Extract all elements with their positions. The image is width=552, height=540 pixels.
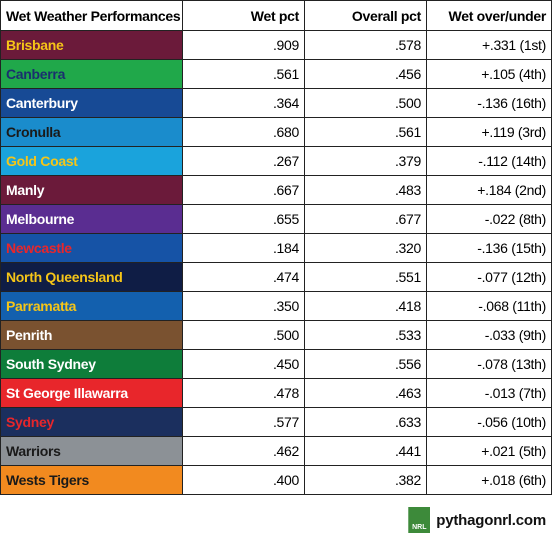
team-cell: Sydney bbox=[0, 407, 183, 437]
wet-pct-cell: .474 bbox=[182, 262, 305, 292]
wet-pct-cell: .577 bbox=[182, 407, 305, 437]
table-row: Canberra .561.456 +.105 (4th) bbox=[0, 59, 552, 89]
header-team: Wet Weather Performances bbox=[0, 0, 183, 31]
wet-pct-cell: .462 bbox=[182, 436, 305, 466]
site-name: pythagonrl.com bbox=[436, 511, 546, 529]
wet-weather-table: Wet Weather Performances Wet pct Overall… bbox=[0, 0, 552, 495]
wet-pct-cell: .561 bbox=[182, 59, 305, 89]
overall-pct-cell: .320 bbox=[304, 233, 427, 263]
overall-pct-cell: .382 bbox=[304, 465, 427, 495]
over-under-cell: -.112 (14th) bbox=[426, 146, 552, 176]
table-row: Parramatta .350.418 -.068 (11th) bbox=[0, 291, 552, 321]
overall-pct-cell: .456 bbox=[304, 59, 427, 89]
team-cell: Brisbane bbox=[0, 30, 183, 60]
over-under-cell: +.184 (2nd) bbox=[426, 175, 552, 205]
overall-pct-cell: .551 bbox=[304, 262, 427, 292]
over-under-cell: +.021 (5th) bbox=[426, 436, 552, 466]
team-cell: Melbourne bbox=[0, 204, 183, 234]
over-under-cell: -.022 (8th) bbox=[426, 204, 552, 234]
overall-pct-cell: .578 bbox=[304, 30, 427, 60]
wet-pct-cell: .500 bbox=[182, 320, 305, 350]
team-cell: Penrith bbox=[0, 320, 183, 350]
over-under-cell: -.013 (7th) bbox=[426, 378, 552, 408]
overall-pct-cell: .463 bbox=[304, 378, 427, 408]
wet-pct-cell: .478 bbox=[182, 378, 305, 408]
overall-pct-cell: .556 bbox=[304, 349, 427, 379]
table-row: Manly .667.483 +.184 (2nd) bbox=[0, 175, 552, 205]
table-row: Penrith .500.533 -.033 (9th) bbox=[0, 320, 552, 350]
table-row: South Sydney .450.556 -.078 (13th) bbox=[0, 349, 552, 379]
over-under-cell: +.119 (3rd) bbox=[426, 117, 552, 147]
wet-pct-cell: .909 bbox=[182, 30, 305, 60]
team-cell: Newcastle bbox=[0, 233, 183, 263]
overall-pct-cell: .561 bbox=[304, 117, 427, 147]
wet-pct-cell: .267 bbox=[182, 146, 305, 176]
over-under-cell: -.056 (10th) bbox=[426, 407, 552, 437]
overall-pct-cell: .533 bbox=[304, 320, 427, 350]
table-row: Cronulla .680.561 +.119 (3rd) bbox=[0, 117, 552, 147]
over-under-cell: -.136 (16th) bbox=[426, 88, 552, 118]
table-row: Warriors .462.441 +.021 (5th) bbox=[0, 436, 552, 466]
team-cell: St George Illawarra bbox=[0, 378, 183, 408]
table-row: Brisbane .909.578 +.331 (1st) bbox=[0, 30, 552, 60]
over-under-cell: -.136 (15th) bbox=[426, 233, 552, 263]
over-under-cell: -.033 (9th) bbox=[426, 320, 552, 350]
table-row: St George Illawarra .478.463 -.013 (7th) bbox=[0, 378, 552, 408]
wet-pct-cell: .680 bbox=[182, 117, 305, 147]
over-under-cell: +.331 (1st) bbox=[426, 30, 552, 60]
wet-pct-cell: .400 bbox=[182, 465, 305, 495]
over-under-cell: -.068 (11th) bbox=[426, 291, 552, 321]
overall-pct-cell: .677 bbox=[304, 204, 427, 234]
header-over-under: Wet over/under bbox=[426, 0, 552, 31]
over-under-cell: -.077 (12th) bbox=[426, 262, 552, 292]
wet-pct-cell: .450 bbox=[182, 349, 305, 379]
wet-pct-cell: .364 bbox=[182, 88, 305, 118]
over-under-cell: -.078 (13th) bbox=[426, 349, 552, 379]
table-row: Sydney .577.633 -.056 (10th) bbox=[0, 407, 552, 437]
pythagonrl-logo-icon: NRL bbox=[408, 507, 431, 533]
table-row: Gold Coast .267.379 -.112 (14th) bbox=[0, 146, 552, 176]
table-row: Melbourne .655.677 -.022 (8th) bbox=[0, 204, 552, 234]
team-cell: Manly bbox=[0, 175, 183, 205]
table-row: Newcastle .184.320 -.136 (15th) bbox=[0, 233, 552, 263]
team-cell: North Queensland bbox=[0, 262, 183, 292]
overall-pct-cell: .633 bbox=[304, 407, 427, 437]
header-overall-pct: Overall pct bbox=[304, 0, 427, 31]
team-cell: Cronulla bbox=[0, 117, 183, 147]
team-cell: Warriors bbox=[0, 436, 183, 466]
team-cell: South Sydney bbox=[0, 349, 183, 379]
wet-pct-cell: .667 bbox=[182, 175, 305, 205]
team-cell: Wests Tigers bbox=[0, 465, 183, 495]
team-cell: Canberra bbox=[0, 59, 183, 89]
table-row: Wests Tigers .400.382 +.018 (6th) bbox=[0, 465, 552, 495]
team-cell: Gold Coast bbox=[0, 146, 183, 176]
overall-pct-cell: .379 bbox=[304, 146, 427, 176]
overall-pct-cell: .483 bbox=[304, 175, 427, 205]
team-cell: Canterbury bbox=[0, 88, 183, 118]
over-under-cell: +.105 (4th) bbox=[426, 59, 552, 89]
overall-pct-cell: .500 bbox=[304, 88, 427, 118]
overall-pct-cell: .418 bbox=[304, 291, 427, 321]
footer-branding: NRL pythagonrl.com bbox=[408, 506, 546, 534]
overall-pct-cell: .441 bbox=[304, 436, 427, 466]
header-row: Wet Weather Performances Wet pct Overall… bbox=[0, 0, 552, 31]
team-cell: Parramatta bbox=[0, 291, 183, 321]
wet-pct-cell: .184 bbox=[182, 233, 305, 263]
wet-pct-cell: .350 bbox=[182, 291, 305, 321]
over-under-cell: +.018 (6th) bbox=[426, 465, 552, 495]
wet-pct-cell: .655 bbox=[182, 204, 305, 234]
table-row: North Queensland .474.551 -.077 (12th) bbox=[0, 262, 552, 292]
table-row: Canterbury .364.500 -.136 (16th) bbox=[0, 88, 552, 118]
header-wet-pct: Wet pct bbox=[182, 0, 305, 31]
